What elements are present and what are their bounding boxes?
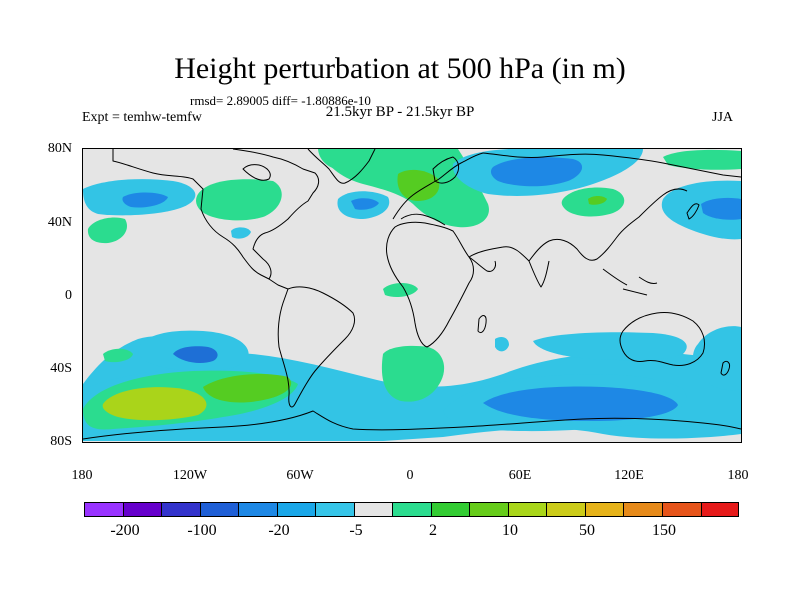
lat-label-40s: 40S xyxy=(50,361,72,376)
coastline-asia xyxy=(468,152,741,262)
colorbar-swatch xyxy=(547,503,586,517)
contour-blue-north-pacific xyxy=(122,192,168,208)
map-panel xyxy=(82,148,742,443)
colorbar-label: 10 xyxy=(502,522,518,539)
colorbar-swatch xyxy=(662,503,702,517)
coastline-africa xyxy=(386,221,474,348)
contour-blue-siberia xyxy=(490,157,583,187)
lat-label-40n: 40N xyxy=(47,215,72,230)
colorbar-swatch xyxy=(354,503,394,517)
colorbar-swatch xyxy=(85,503,124,517)
coastline-central-america xyxy=(268,278,289,290)
colorbar-label: 2 xyxy=(429,522,437,539)
colorbar-label: 150 xyxy=(652,522,676,539)
coastline-antarctica xyxy=(83,410,741,440)
lon-label-60w: 60W xyxy=(286,468,314,483)
contour-cyan-gulf xyxy=(231,227,251,239)
experiment-label: Expt = temhw-temfw xyxy=(82,110,202,125)
lon-label-120e: 120E xyxy=(614,468,644,483)
colorbar-label: -200 xyxy=(110,522,140,539)
coastline-north-america xyxy=(112,149,320,280)
colorbar-swatch xyxy=(470,503,509,517)
coastline-hudson-bay xyxy=(242,164,271,181)
contour-cyan-subtropic-east xyxy=(533,332,687,361)
coastline-new-zealand xyxy=(720,360,730,376)
lon-label-60e: 60E xyxy=(508,468,532,483)
period-label: 21.5kyr BP - 21.5kyr BP xyxy=(325,104,475,120)
contour-yellowgreen-south-pacific xyxy=(102,387,207,421)
contour-blue-indian xyxy=(483,386,678,421)
lat-label-80n: 80N xyxy=(47,141,72,156)
contour-green-indian-small xyxy=(383,283,418,297)
coastline-india xyxy=(528,260,550,288)
colorbar-swatch xyxy=(123,503,163,517)
colorbar-swatch xyxy=(277,503,317,517)
colorbar-label: -5 xyxy=(349,522,363,539)
colorbar-swatch xyxy=(431,503,471,517)
coastline-japan xyxy=(686,203,700,220)
lat-label-0: 0 xyxy=(65,288,72,303)
season-label: JJA xyxy=(712,110,734,125)
colorbar-swatch xyxy=(701,503,740,517)
coastline-scandinavia xyxy=(432,156,460,184)
colorbar-swatch xyxy=(393,503,432,517)
colorbar-swatch xyxy=(162,503,201,517)
plot-title: Height perturbation at 500 hPa (in m) xyxy=(174,52,626,85)
colorbar-swatch xyxy=(624,503,663,517)
lon-label-180e: 180 xyxy=(727,468,749,483)
coastline-arabia xyxy=(468,256,496,272)
colorbar-swatch xyxy=(508,503,548,517)
colorbar-label: 50 xyxy=(579,522,595,539)
contour-green-patagonia xyxy=(203,374,292,403)
coastline-south-america xyxy=(277,286,356,408)
contour-green-north-east xyxy=(663,149,741,170)
colorbar-swatch xyxy=(585,503,625,517)
contour-green-central-asia-core xyxy=(588,196,607,205)
contour-green-north-pacific xyxy=(87,217,128,244)
colorbar-label: -100 xyxy=(187,522,217,539)
coastlines xyxy=(83,149,741,440)
lon-label-180w: 180 xyxy=(71,468,93,483)
colorbar xyxy=(85,503,740,517)
coastline-southeast-asia xyxy=(602,268,658,296)
contour-green-small-pacific xyxy=(103,348,133,363)
contour-cyan-small-africa xyxy=(495,337,509,352)
colorbar-swatch xyxy=(200,503,240,517)
colorbar-swatch xyxy=(316,503,355,517)
lon-label-120w: 120W xyxy=(172,468,208,483)
contour-blue-subtropic-left xyxy=(173,346,218,363)
coastline-greenland xyxy=(307,149,376,184)
colorbar-swatch xyxy=(239,503,278,517)
contour-green-greenland-top xyxy=(318,149,383,171)
contour-green-south-atlantic xyxy=(381,345,445,402)
stats-line: rmsd= 2.89005 diff= -1.80886e-10 xyxy=(190,93,371,108)
coastline-madagascar xyxy=(477,315,487,334)
contour-map xyxy=(83,149,741,441)
contour-blue-east-asia xyxy=(701,197,741,220)
contour-green-europe-core xyxy=(397,169,440,201)
coastline-australia xyxy=(619,312,706,366)
contour-blue-atlantic xyxy=(351,198,379,210)
contour-fills xyxy=(83,149,741,441)
lat-label-80s: 80S xyxy=(50,434,72,449)
contour-green-north-america xyxy=(196,179,282,221)
contour-cyan-east-asia xyxy=(661,180,741,240)
colorbar-label: -20 xyxy=(268,522,290,539)
coastline-europe xyxy=(392,152,484,226)
lon-label-0: 0 xyxy=(406,468,414,483)
